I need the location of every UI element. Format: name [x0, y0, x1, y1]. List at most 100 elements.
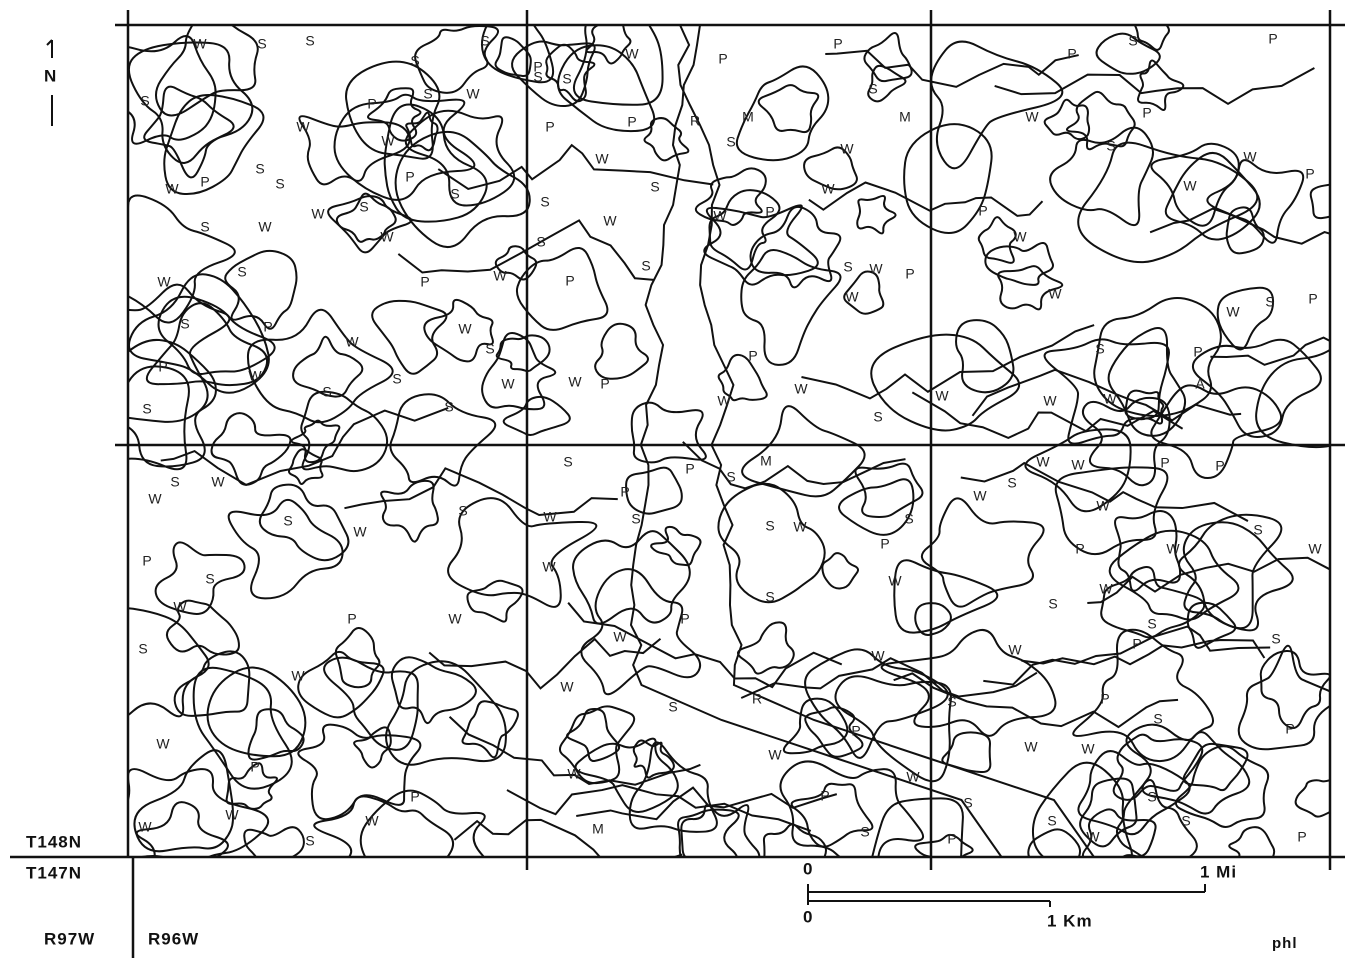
map-label: P — [1285, 721, 1294, 737]
map-label: P — [947, 831, 956, 847]
map-label: W — [157, 274, 171, 290]
contour — [467, 581, 522, 622]
contour — [82, 608, 208, 721]
map-label: W — [1013, 229, 1027, 245]
map-label: W — [1099, 581, 1113, 597]
map-label: S — [1147, 616, 1156, 632]
map-label: R — [690, 113, 700, 129]
map-label: W — [1243, 149, 1257, 165]
scale-bar: 0 1 Mi 0 1 Km — [803, 859, 1237, 930]
map-label: P — [1193, 344, 1202, 360]
map-label: S — [540, 194, 549, 210]
map-label: S — [1048, 596, 1057, 612]
map-label: S — [359, 199, 368, 215]
soil-map: WSSSSPSWSWWPSSPSWSWWSWSPWWSPWWSSSWSWPSSP… — [0, 0, 1345, 958]
contour — [809, 183, 1043, 216]
map-label: P — [263, 319, 272, 335]
map-label: W — [353, 524, 367, 540]
map-label: W — [1008, 642, 1022, 658]
map-label: W — [380, 229, 394, 245]
contour — [504, 397, 570, 435]
map-label: P — [718, 51, 727, 67]
map-label: W — [543, 509, 557, 525]
contour — [175, 651, 250, 716]
contour — [94, 340, 216, 467]
contour — [567, 709, 619, 761]
map-label: W — [165, 181, 179, 197]
contour — [630, 742, 717, 831]
map-label: S — [668, 699, 677, 715]
map-label: P — [978, 203, 987, 219]
map-label: S — [765, 589, 774, 605]
map-label: S — [237, 264, 246, 280]
contour — [764, 824, 826, 876]
north-arrow: N — [44, 40, 57, 126]
map-label: P — [1268, 31, 1277, 47]
map-label: S — [631, 511, 640, 527]
contour — [985, 243, 1053, 285]
contour — [718, 484, 824, 602]
scale-label: 0 — [803, 907, 813, 926]
map-label: W — [248, 368, 262, 384]
map-label: P — [1142, 105, 1151, 121]
contour — [576, 788, 837, 820]
map-label: W — [821, 181, 835, 197]
contour — [301, 392, 387, 471]
map-label: S — [180, 316, 189, 332]
map-label: P — [405, 169, 414, 185]
map-label: P — [685, 461, 694, 477]
map-label: W — [567, 766, 581, 782]
map-label: S — [283, 513, 292, 529]
map-label: P — [250, 759, 259, 775]
map-label: W — [1071, 457, 1085, 473]
map-label: P — [200, 174, 209, 190]
map-contours — [82, 0, 1345, 898]
map-label: W — [291, 668, 305, 684]
map-label: P — [1308, 291, 1317, 307]
map-label: S — [1095, 341, 1104, 357]
map-label: W — [138, 819, 152, 835]
map-label: S — [410, 53, 419, 69]
map-label: P — [367, 96, 376, 112]
map-label: S — [305, 833, 314, 849]
map-label: S — [563, 454, 572, 470]
contour — [626, 468, 682, 514]
map-label: P — [1075, 541, 1084, 557]
map-label: P — [158, 359, 167, 375]
map-label: W — [869, 261, 883, 277]
map-label: W — [1308, 541, 1322, 557]
map-label: P — [142, 553, 151, 569]
contour — [1138, 61, 1183, 111]
township-label: T148N — [26, 832, 82, 851]
contour — [107, 769, 268, 865]
map-label: P — [600, 376, 609, 392]
map-label: W — [296, 119, 310, 135]
contour — [96, 366, 189, 469]
map-label: W — [840, 141, 854, 157]
map-label: P — [420, 274, 429, 290]
map-label: P — [820, 788, 829, 804]
contour — [438, 145, 713, 189]
map-label: P — [533, 59, 542, 75]
map-label: W — [1166, 541, 1180, 557]
contour — [956, 320, 1013, 392]
map-label: W — [173, 599, 187, 615]
map-label: W — [1096, 498, 1110, 514]
river — [631, 25, 1002, 857]
map-label: S — [392, 371, 401, 387]
map-label: S — [205, 571, 214, 587]
map-label: W — [625, 46, 639, 62]
map-label: W — [768, 747, 782, 763]
contour — [595, 324, 648, 379]
map-label: S — [1265, 294, 1274, 310]
map-label: W — [1036, 454, 1050, 470]
contour — [386, 661, 506, 764]
map-label: P — [410, 789, 419, 805]
map-label: S — [726, 134, 735, 150]
map-label: S — [904, 511, 913, 527]
map-label: S — [860, 824, 869, 840]
contour — [915, 603, 951, 635]
map-label: S — [873, 409, 882, 425]
contour — [244, 827, 304, 883]
map-label: W — [906, 769, 920, 785]
